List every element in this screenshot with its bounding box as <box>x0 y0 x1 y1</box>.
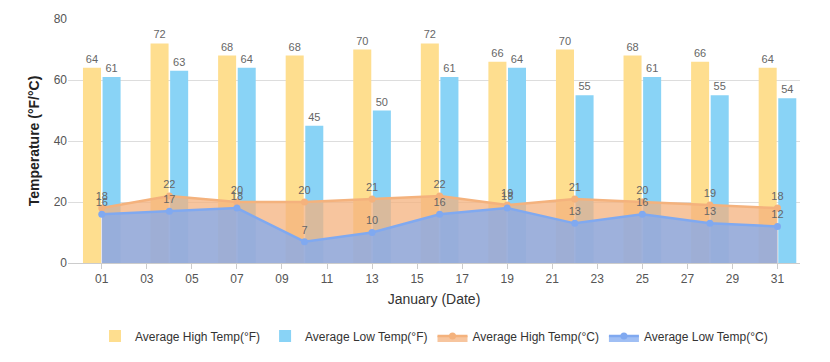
svg-text:Average Low Temp(°C): Average Low Temp(°C) <box>644 330 768 344</box>
svg-text:18: 18 <box>96 190 108 202</box>
svg-text:13: 13 <box>704 205 716 217</box>
svg-text:Average High Temp(°C): Average High Temp(°C) <box>473 330 599 344</box>
svg-text:15: 15 <box>410 272 424 286</box>
svg-text:31: 31 <box>771 272 785 286</box>
svg-text:03: 03 <box>140 272 154 286</box>
svg-text:0: 0 <box>60 256 67 270</box>
svg-text:11: 11 <box>321 272 334 286</box>
svg-text:13: 13 <box>569 205 581 217</box>
svg-text:21: 21 <box>569 181 581 193</box>
svg-text:20: 20 <box>636 184 648 196</box>
svg-text:05: 05 <box>185 272 199 286</box>
svg-text:40: 40 <box>54 134 68 148</box>
svg-text:21: 21 <box>546 272 560 286</box>
svg-text:54: 54 <box>781 83 793 95</box>
svg-text:61: 61 <box>105 62 117 74</box>
svg-text:61: 61 <box>443 62 455 74</box>
svg-text:16: 16 <box>96 196 108 208</box>
svg-text:22: 22 <box>163 178 175 190</box>
svg-text:64: 64 <box>762 53 774 65</box>
svg-text:72: 72 <box>424 28 436 40</box>
svg-text:66: 66 <box>694 47 706 59</box>
svg-text:19: 19 <box>704 187 716 199</box>
svg-text:55: 55 <box>578 80 590 92</box>
svg-text:68: 68 <box>289 41 301 53</box>
svg-text:23: 23 <box>591 272 605 286</box>
svg-text:19: 19 <box>501 187 513 199</box>
svg-text:17: 17 <box>455 272 469 286</box>
svg-text:21: 21 <box>366 181 378 193</box>
svg-text:66: 66 <box>491 47 503 59</box>
svg-text:18: 18 <box>771 190 783 202</box>
svg-text:7: 7 <box>301 224 307 236</box>
svg-text:17: 17 <box>163 193 175 205</box>
svg-text:18: 18 <box>231 190 243 202</box>
svg-text:68: 68 <box>221 41 233 53</box>
svg-text:72: 72 <box>153 28 165 40</box>
svg-text:13: 13 <box>365 272 379 286</box>
svg-text:55: 55 <box>714 80 726 92</box>
svg-text:29: 29 <box>726 272 740 286</box>
svg-text:16: 16 <box>434 196 446 208</box>
svg-text:27: 27 <box>681 272 695 286</box>
svg-text:45: 45 <box>308 111 320 123</box>
svg-text:12: 12 <box>771 208 783 220</box>
svg-text:20: 20 <box>54 195 68 209</box>
svg-text:25: 25 <box>636 272 650 286</box>
svg-text:70: 70 <box>356 35 368 47</box>
svg-text:68: 68 <box>626 41 638 53</box>
svg-text:80: 80 <box>54 12 68 26</box>
svg-text:60: 60 <box>54 73 68 87</box>
svg-text:January (Date): January (Date) <box>388 291 481 307</box>
svg-text:61: 61 <box>646 62 658 74</box>
svg-text:01: 01 <box>95 272 109 286</box>
svg-text:18: 18 <box>501 190 513 202</box>
svg-text:16: 16 <box>636 196 648 208</box>
svg-text:50: 50 <box>376 96 388 108</box>
svg-text:10: 10 <box>366 214 378 226</box>
svg-text:Average Low Temp(°F): Average Low Temp(°F) <box>305 330 427 344</box>
svg-text:63: 63 <box>173 56 185 68</box>
svg-text:22: 22 <box>434 178 446 190</box>
svg-text:64: 64 <box>511 53 523 65</box>
svg-text:19: 19 <box>501 272 515 286</box>
svg-text:Temperature (°F/°C): Temperature (°F/°C) <box>26 76 42 207</box>
svg-text:Average High Temp(°F): Average High Temp(°F) <box>135 330 260 344</box>
svg-text:09: 09 <box>275 272 289 286</box>
svg-text:07: 07 <box>230 272 244 286</box>
svg-text:70: 70 <box>559 35 571 47</box>
svg-text:64: 64 <box>241 53 253 65</box>
svg-text:20: 20 <box>298 184 310 196</box>
svg-text:64: 64 <box>86 53 98 65</box>
svg-text:20: 20 <box>231 184 243 196</box>
